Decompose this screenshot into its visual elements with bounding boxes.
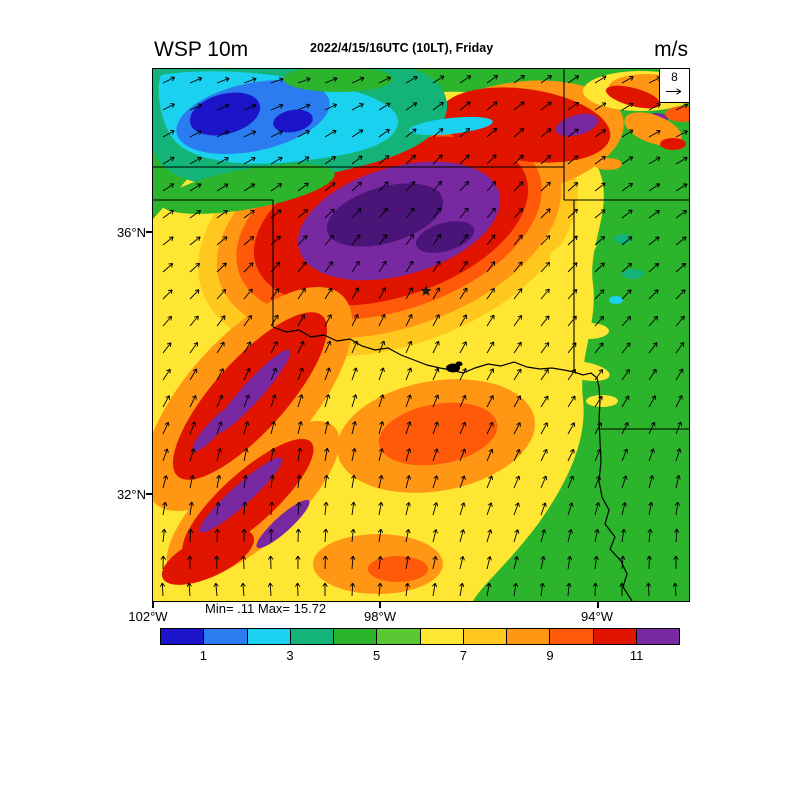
colorbar-segment: [419, 628, 464, 645]
colorbar-tick-label: 9: [546, 648, 554, 663]
units-label: m/s: [654, 38, 688, 61]
lon-tick-98w: [379, 602, 381, 608]
colorbar-tick-label: 3: [286, 648, 294, 663]
lake-texoma: [446, 361, 463, 373]
city-star-marker: [420, 285, 432, 296]
lon-tick-102w: [152, 602, 154, 608]
colorbar-segment: [592, 628, 637, 645]
colorbar-segment: [160, 628, 205, 645]
colorbar-segment: [246, 628, 291, 645]
lat-label-32n: 32°N: [116, 487, 146, 502]
red-river-border: [272, 326, 633, 601]
wind-speed-map: 8: [152, 68, 690, 602]
colorbar-segment: [333, 628, 378, 645]
lat-tick-32n: [146, 493, 152, 495]
wind-field-plot: [153, 69, 689, 601]
reference-vector-box: 8: [659, 69, 689, 103]
state-border-lines: [153, 69, 689, 430]
field-label: WSP 10m: [154, 38, 249, 61]
minmax-stats: Min= .11 Max= 15.72: [205, 601, 327, 616]
colorbar-segment: [462, 628, 507, 645]
colorbar-tick-label: 1: [199, 648, 207, 663]
colorbar-segments: [160, 628, 680, 645]
colorbar-segment: [376, 628, 421, 645]
lat-label-36n: 36°N: [116, 225, 146, 240]
colorbar-tick-label: 11: [629, 648, 644, 663]
wind-arrows: [159, 74, 689, 597]
colorbar-tick-label: 7: [459, 648, 467, 663]
reference-arrow-icon: [665, 88, 681, 95]
lat-tick-36n: [146, 231, 152, 233]
lon-tick-94w: [597, 602, 599, 608]
colorbar: 1 3 5 7 9 11: [160, 628, 680, 664]
colorbar-segment: [506, 628, 551, 645]
title-line1: 2022/4/15/16UTC (10LT), Friday: [310, 41, 494, 55]
colorbar-segment: [203, 628, 248, 645]
lon-label-98w: 98°W: [364, 609, 396, 624]
reference-vector-value: 8: [671, 70, 678, 84]
colorbar-segment: [635, 628, 680, 645]
state-borders: [153, 69, 689, 601]
filled-contours: [153, 69, 689, 601]
lon-label-102w: 102°W: [128, 609, 168, 624]
colorbar-tick-labels: 1 3 5 7 9 11: [160, 648, 680, 664]
colorbar-segment: [289, 628, 334, 645]
lon-label-94w: 94°W: [581, 609, 613, 624]
colorbar-segment: [549, 628, 594, 645]
colorbar-tick-label: 5: [373, 648, 381, 663]
